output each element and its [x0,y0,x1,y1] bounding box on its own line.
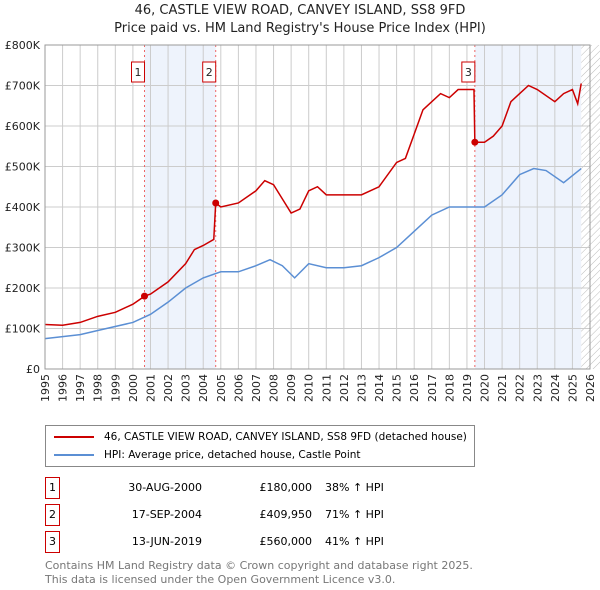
x-tick-label: 2013 [355,374,368,402]
x-tick-label: 2015 [391,374,404,402]
x-tick-label: 2014 [373,374,386,402]
x-tick-label: 2007 [250,374,263,402]
x-tick-label: 2006 [232,374,245,402]
sale-label: 3 [465,66,472,79]
sale-price: £409,950 [259,508,313,521]
footer-line-1: Contains HM Land Registry data © Crown c… [45,559,473,572]
plot-area: 1995 1996 1997 1998 1999 2000 2001 2002 2003 2004… [5,39,600,402]
x-tick-label: 1999 [109,374,122,402]
y-tick-label: £100K [5,323,41,336]
x-tick-label: 2002 [162,374,175,402]
sale-label-box [461,61,476,83]
x-tick-label: 1998 [92,374,105,402]
sale-label: 2 [206,66,213,79]
y-tick-label: £400K [5,201,41,214]
sale-marker: 3 [45,531,60,553]
sale-hpi: 41% ↑ HPI [325,535,384,548]
sale-point [212,199,220,207]
x-tick-label: 2022 [514,374,527,402]
x-tick-label: 2026 [584,374,597,402]
sale-date: 30-AUG-2000 [128,481,202,494]
x-tick-label: 2018 [443,374,456,402]
price-line [44,83,582,327]
x-tick-label: 2000 [127,374,140,402]
sale-point [471,138,479,146]
x-tick-label: 2024 [549,374,562,402]
sale-hpi: 71% ↑ HPI [325,508,384,521]
y-tick-label: £600K [5,120,41,133]
legend-item-hpi: HPI: Average price, detached house, Cast… [54,447,361,463]
x-tick-label: 1996 [57,374,70,402]
x-tick-label: 2001 [144,374,157,402]
y-tick-label: £700K [5,80,41,93]
x-tick-label: 2008 [268,374,281,402]
x-tick-label: 2009 [285,374,298,402]
sale-price: £560,000 [259,535,313,548]
x-tick-label: 2016 [408,374,421,402]
x-tick-label: 2017 [426,374,439,402]
sale-point [141,292,149,300]
chart-subtitle: Price paid vs. HM Land Registry's House … [114,21,486,36]
x-tick-label: 2019 [461,374,474,402]
x-tick-label: 2021 [496,374,509,402]
sale-date: 17-SEP-2004 [131,508,202,521]
x-tick-label: 2025 [566,374,579,402]
footer-line-2: This data is licensed under the Open Gov… [45,573,396,586]
x-tick-label: 1995 [39,374,52,402]
hpi-line [44,167,582,340]
x-tick-label: 2010 [303,374,316,402]
x-tick-label: 2003 [180,374,193,402]
sale-date: 13-JUN-2019 [131,535,202,548]
y-tick-label: £500K [5,161,41,174]
x-tick-label: 2023 [531,374,544,402]
plot-border [44,44,591,370]
legend: 46, CASTLE VIEW ROAD, CANVEY ISLAND, SS8… [45,425,475,467]
x-tick-label: 2004 [197,374,210,402]
legend-item-property: 46, CASTLE VIEW ROAD, CANVEY ISLAND, SS8… [54,429,467,445]
legend-label: 46, CASTLE VIEW ROAD, CANVEY ISLAND, SS8… [104,431,467,443]
x-tick-label: 1997 [74,374,87,402]
sale-label-box [202,61,217,83]
y-tick-label: £200K [5,282,41,295]
sale-marker: 1 [45,477,60,499]
x-tick-label: 2020 [479,374,492,402]
x-tick-label: 2011 [320,374,333,402]
sale-label: 1 [135,66,142,79]
sale-marker: 2 [45,504,60,526]
y-tick-label: £300K [5,242,41,255]
sale-hpi: 38% ↑ HPI [325,481,384,494]
y-tick-label: £0 [26,363,40,376]
legend-label: HPI: Average price, detached house, Cast… [104,449,361,461]
x-tick-label: 2012 [338,374,351,402]
y-tick-label: £800K [5,39,41,52]
x-tick-label: 2005 [215,374,228,402]
chart-title: 46, CASTLE VIEW ROAD, CANVEY ISLAND, SS8… [134,3,466,18]
sale-label-box [131,61,146,83]
sale-price: £180,000 [259,481,313,494]
